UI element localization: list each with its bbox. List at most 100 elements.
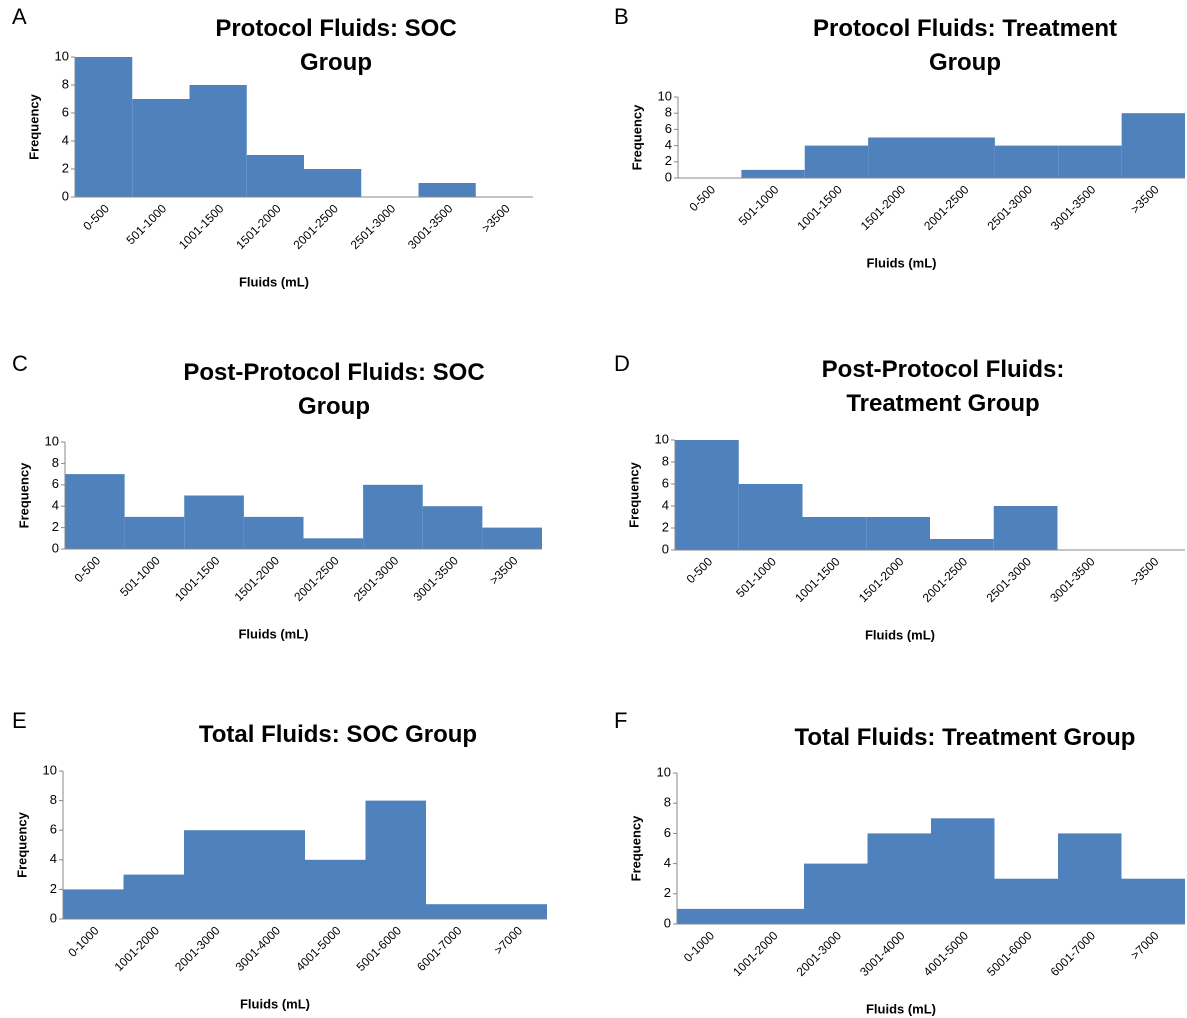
bar <box>802 517 867 550</box>
x-tick-label: 4001-5000 <box>293 923 344 974</box>
y-axis-label: Frequency <box>26 93 41 160</box>
x-axis-label: Fluids (mL) <box>240 996 310 1011</box>
bar <box>804 863 868 924</box>
bar <box>422 506 483 549</box>
bar <box>304 169 362 197</box>
y-tick-label: 0 <box>50 910 57 925</box>
bar <box>993 506 1058 550</box>
bar <box>994 878 1058 924</box>
bar <box>184 495 244 549</box>
y-tick-label: 10 <box>43 762 57 777</box>
y-tick-label: 6 <box>662 475 669 490</box>
bar <box>305 859 366 919</box>
x-tick-label: 0-500 <box>80 201 112 233</box>
x-tick-label: >7000 <box>1128 928 1162 962</box>
x-tick-label: 0-500 <box>686 182 718 214</box>
y-tick-label: 2 <box>664 885 671 900</box>
x-tick-label: 1501-2000 <box>856 554 907 605</box>
y-tick-label: 2 <box>52 519 59 534</box>
chart-title: Total Fluids: SOC Group <box>198 721 478 748</box>
bar <box>246 155 304 197</box>
bar <box>363 484 423 549</box>
x-tick-label: 4001-5000 <box>921 928 972 979</box>
bar <box>418 183 476 197</box>
x-tick-label: 1501-2000 <box>233 201 284 252</box>
x-tick-label: 1501-2000 <box>858 182 909 233</box>
bar <box>426 904 487 919</box>
x-tick-label: 0-1000 <box>681 928 718 965</box>
panel-label: A <box>12 4 27 29</box>
x-tick-label: >7000 <box>491 923 525 957</box>
y-axis-label: Frequency <box>14 811 29 878</box>
y-tick-label: 8 <box>664 795 671 810</box>
y-tick-label: 8 <box>662 453 669 468</box>
y-tick-label: 8 <box>50 792 57 807</box>
bar <box>867 833 931 924</box>
y-tick-label: 2 <box>662 519 669 534</box>
chart-title: Total Fluids: Treatment Group <box>794 724 1136 751</box>
x-tick-label: 0-500 <box>684 554 716 586</box>
x-tick-label: 2501-3000 <box>984 182 1035 233</box>
x-tick-label: 2501-3000 <box>348 201 399 252</box>
x-tick-label: 2001-2500 <box>291 201 342 252</box>
x-axis-label: Fluids (mL) <box>866 1001 936 1016</box>
x-tick-label: 1001-1500 <box>172 553 223 604</box>
y-tick-label: 4 <box>50 851 57 866</box>
x-tick-label: 0-500 <box>72 553 104 585</box>
chart-title: Protocol Fluids: SOC Group <box>215 15 457 76</box>
y-tick-label: 6 <box>62 104 69 119</box>
x-tick-label: 501-1000 <box>123 201 169 247</box>
panel-label: E <box>12 708 27 733</box>
bar <box>1121 878 1185 924</box>
bar <box>184 830 245 919</box>
y-tick-label: 10 <box>655 431 669 446</box>
x-axis-label: Fluids (mL) <box>866 255 936 270</box>
bar <box>675 440 739 550</box>
x-axis-label: Fluids (mL) <box>239 274 309 289</box>
x-tick-label: >3500 <box>1128 554 1162 588</box>
y-tick-label: 8 <box>62 76 69 91</box>
x-tick-label: 3001-3500 <box>405 201 456 252</box>
bar <box>482 527 542 549</box>
bar <box>244 830 305 919</box>
chart-title: Post-Protocol Fluids: Treatment Group <box>821 356 1065 417</box>
x-tick-label: 2501-3000 <box>351 553 402 604</box>
x-tick-label: 501-1000 <box>117 553 163 599</box>
bar <box>868 137 932 178</box>
chart-title: Post-Protocol Fluids: SOC Group <box>183 359 485 420</box>
y-axis-label: Frequency <box>16 462 31 529</box>
x-tick-label: 1001-1500 <box>794 182 845 233</box>
x-tick-label: 3001-3500 <box>1048 182 1099 233</box>
bar <box>189 85 247 197</box>
bar <box>65 474 125 549</box>
bar <box>75 57 133 197</box>
x-tick-label: >3500 <box>1128 182 1162 216</box>
x-tick-label: 6001-7000 <box>414 923 465 974</box>
bar <box>804 145 869 178</box>
bar <box>931 818 995 924</box>
y-tick-label: 8 <box>665 105 672 120</box>
bar <box>994 145 1059 178</box>
y-tick-label: 0 <box>662 541 669 556</box>
x-tick-label: 5001-6000 <box>984 928 1035 979</box>
x-tick-label: 0-1000 <box>65 923 102 960</box>
y-tick-label: 6 <box>50 822 57 837</box>
x-tick-label: 1001-1500 <box>176 201 227 252</box>
y-tick-label: 10 <box>657 764 671 779</box>
y-tick-label: 8 <box>52 455 59 470</box>
bar <box>740 908 804 924</box>
x-tick-label: >3500 <box>479 201 513 235</box>
x-tick-label: >3500 <box>487 553 521 587</box>
y-axis-label: Frequency <box>629 104 644 171</box>
bar <box>63 889 124 919</box>
y-tick-label: 10 <box>55 48 69 63</box>
y-tick-label: 2 <box>50 881 57 896</box>
bar <box>243 516 304 549</box>
bar <box>931 137 995 178</box>
x-axis-label: Fluids (mL) <box>238 626 308 641</box>
y-tick-label: 6 <box>52 476 59 491</box>
y-tick-label: 4 <box>665 137 672 152</box>
y-tick-label: 10 <box>658 88 672 103</box>
bar <box>365 800 426 919</box>
